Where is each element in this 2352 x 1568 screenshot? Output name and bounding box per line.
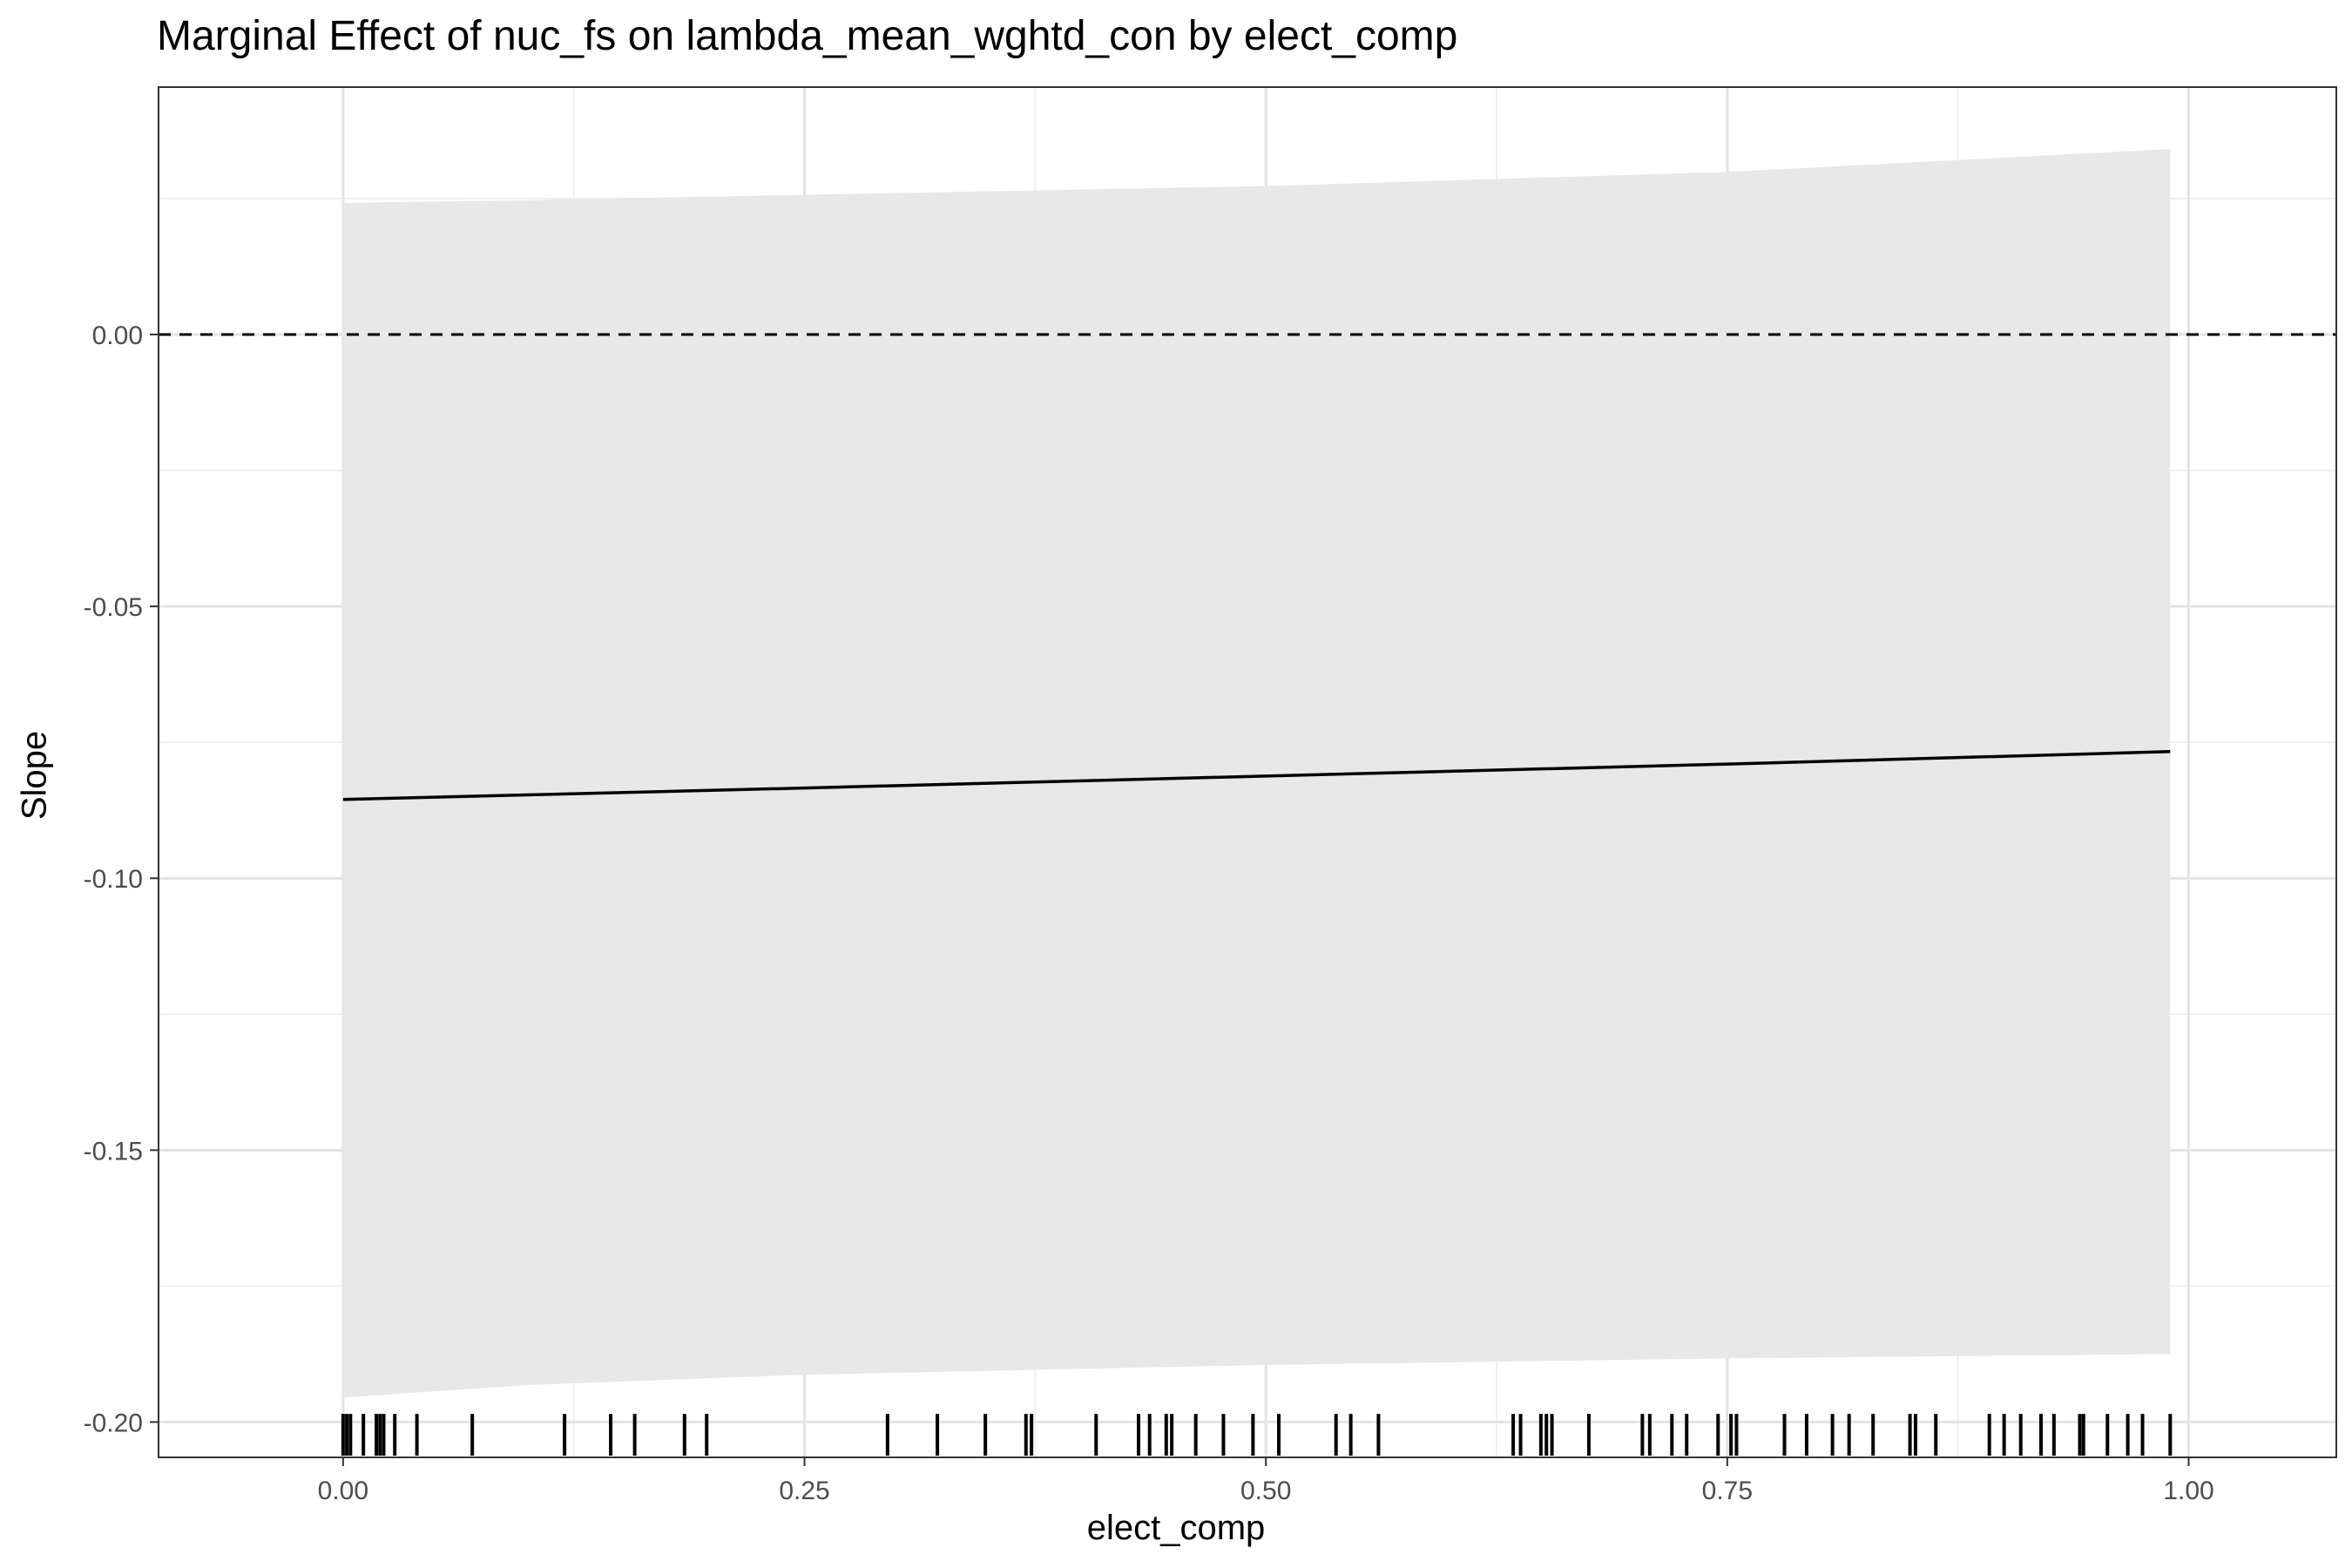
slope-line [342,750,2171,801]
y-tick-label: -0.20 [84,1409,143,1437]
y-tick-label: -0.15 [84,1137,143,1166]
x-tick-label: 0.00 [318,1477,368,1505]
y-tick-label: -0.05 [84,593,143,622]
panel-border [158,86,2337,1458]
confidence-band [342,149,2171,1398]
y-tick-label: 0.00 [92,321,143,350]
y-tick-label: -0.10 [84,865,143,894]
x-tick-label: 0.25 [779,1477,829,1505]
x-tick-label: 0.75 [1702,1477,1753,1505]
x-axis-label: elect_comp [1086,1509,1266,1547]
x-tick-label: 0.50 [1240,1477,1291,1505]
chart-title: Marginal Effect of nuc_fs on lambda_mean… [157,13,1458,59]
x-tick-label: 1.00 [2163,1477,2213,1505]
